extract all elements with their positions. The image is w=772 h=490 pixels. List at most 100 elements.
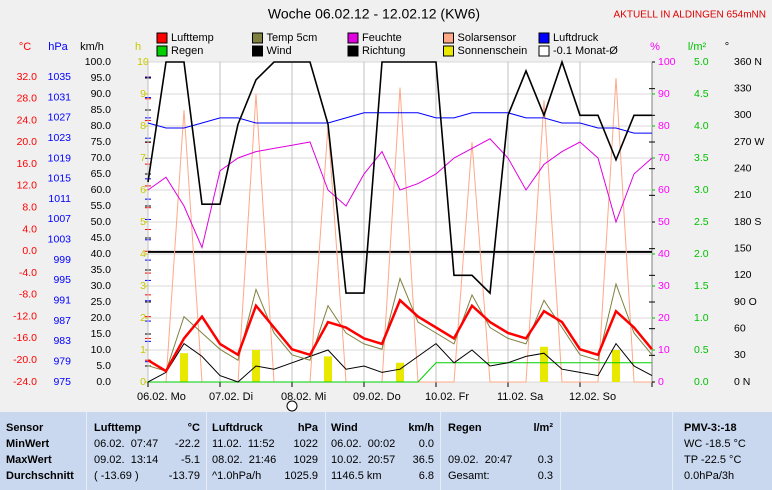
table-cell: 09.02. 20:47 xyxy=(448,454,513,466)
y-tick-label: 0 xyxy=(140,376,146,388)
chart-title: Woche 06.02.12 - 12.02.12 (KW6) xyxy=(268,6,480,22)
header-cell: °C xyxy=(187,422,200,434)
table-cell: ( -13.69 ) xyxy=(94,470,139,482)
y-tick-label: 10 xyxy=(658,344,670,356)
y-tick-label: 270 W xyxy=(734,136,764,148)
sunshine-bar xyxy=(540,346,548,382)
y-tick-label: 9 xyxy=(140,88,146,100)
x-tick-label: 10.02. Fr xyxy=(425,391,469,403)
axis-unit: % xyxy=(650,41,660,53)
y-tick-label: 70.0 xyxy=(91,152,112,164)
y-tick-label: 1.5 xyxy=(694,280,709,292)
y-tick-label: 12.0 xyxy=(17,180,38,192)
legend-label: Feuchte xyxy=(362,32,402,44)
scroll-knob[interactable] xyxy=(286,400,298,412)
y-tick-label: -8.0 xyxy=(19,289,37,301)
y-tick-label: 5.0 xyxy=(694,56,709,68)
table-cell: 11.02. 11:52 xyxy=(212,438,275,450)
legend-swatch xyxy=(443,32,454,44)
x-tick-label: 11.02. Sa xyxy=(497,391,544,403)
x-tick-label: 09.02. Do xyxy=(353,391,401,403)
series-line xyxy=(147,276,653,372)
series-line xyxy=(147,59,652,295)
column-divider xyxy=(325,412,326,490)
y-tick-label: 300 xyxy=(734,109,752,121)
y-tick-label: 60 xyxy=(658,184,670,196)
table-cell: MaxWert xyxy=(6,454,52,466)
y-tick-label: 90 O xyxy=(734,296,757,308)
y-tick-label: 35.0 xyxy=(91,264,112,276)
table-cell: 09.02. 13:14 xyxy=(94,454,159,466)
x-tick-label: 07.02. Di xyxy=(209,391,253,403)
y-tick-label: -24.0 xyxy=(13,376,37,388)
column-divider xyxy=(440,412,441,490)
legend-swatch xyxy=(347,32,359,44)
y-tick-label: 4 xyxy=(140,248,146,260)
y-tick-label: 1027 xyxy=(48,112,72,124)
y-tick-label: 995 xyxy=(53,274,71,286)
legend-label: Temp 5cm xyxy=(267,32,318,44)
y-tick-label: 25.0 xyxy=(91,296,112,308)
y-tick-label: 0.5 xyxy=(694,344,709,356)
y-tick-label: -16.0 xyxy=(13,332,37,344)
y-tick-label: 15.0 xyxy=(91,328,112,340)
y-tick-label: 90 xyxy=(658,88,670,100)
y-tick-label: 100 xyxy=(658,56,676,68)
y-tick-label: 1015 xyxy=(48,173,72,185)
y-tick-label: -12.0 xyxy=(13,310,37,322)
y-tick-label: 330 xyxy=(734,82,752,94)
axis-unit: hPa xyxy=(48,41,68,53)
chart: Woche 06.02.12 - 12.02.12 (KW6) AKTUELL … xyxy=(13,6,766,412)
y-tick-label: 1003 xyxy=(48,234,72,246)
y-tick-label: 30 xyxy=(734,349,746,361)
y-tick-label: 5 xyxy=(140,216,146,228)
header-cell: Wind xyxy=(331,422,358,434)
y-tick-label: 1035 xyxy=(48,71,72,83)
station-label: AKTUELL IN ALDINGEN 654mNN xyxy=(614,10,766,21)
y-tick-label: 8.0 xyxy=(22,201,37,213)
y-tick-label: 5.0 xyxy=(96,360,111,372)
header-cell: l/m² xyxy=(533,422,553,434)
header-cell: Sensor xyxy=(6,422,44,434)
header-cell: Luftdruck xyxy=(212,422,263,434)
header-cell: Regen xyxy=(448,422,482,434)
y-tick-label: 6 xyxy=(140,184,146,196)
y-tick-label: 979 xyxy=(53,355,71,367)
sunshine-bar xyxy=(180,353,188,382)
table-cell: 1025.9 xyxy=(284,470,318,482)
y-tick-label: 0.0 xyxy=(96,376,111,388)
axis-unit: h xyxy=(135,41,141,53)
legend-label: Regen xyxy=(171,45,203,57)
y-tick-label: 100.0 xyxy=(85,56,111,68)
table-cell: -22.2 xyxy=(174,438,200,450)
series-line xyxy=(147,112,652,134)
y-tick-label: 1023 xyxy=(48,132,72,144)
y-tick-label: 0 xyxy=(658,376,664,388)
y-tick-label: 95.0 xyxy=(91,72,112,84)
sunshine-bar xyxy=(324,356,332,382)
y-tick-label: 10 xyxy=(137,56,149,68)
y-tick-label: 55.0 xyxy=(91,200,112,212)
y-tick-label: 987 xyxy=(53,315,71,327)
legend-swatch xyxy=(443,45,454,57)
y-tick-label: 90.0 xyxy=(91,88,112,100)
y-tick-label: 50.0 xyxy=(91,216,112,228)
header-cell: hPa xyxy=(297,422,318,434)
table-cell: 1029 xyxy=(293,454,318,466)
stats-table: Sensor Lufttemp °C Luftdruck hPa Wind km/h Rege… xyxy=(0,412,772,490)
legend-label: Sonnenschein xyxy=(458,45,528,57)
y-tick-label: 28.0 xyxy=(17,93,38,105)
series-line xyxy=(148,362,652,383)
y-tick-label: 1011 xyxy=(48,193,71,205)
legend-swatch xyxy=(252,45,263,57)
y-tick-label: 75.0 xyxy=(91,136,112,148)
series-line xyxy=(147,138,653,250)
y-tick-label: 30.0 xyxy=(91,280,112,292)
x-tick-label: 12.02. So xyxy=(569,391,616,403)
column-divider xyxy=(86,412,87,490)
table-cell: 36.5 xyxy=(412,454,434,466)
y-tick-label: 1031 xyxy=(48,91,72,103)
table-cell: Gesamt: xyxy=(448,470,490,482)
y-tick-label: 85.0 xyxy=(91,104,112,116)
